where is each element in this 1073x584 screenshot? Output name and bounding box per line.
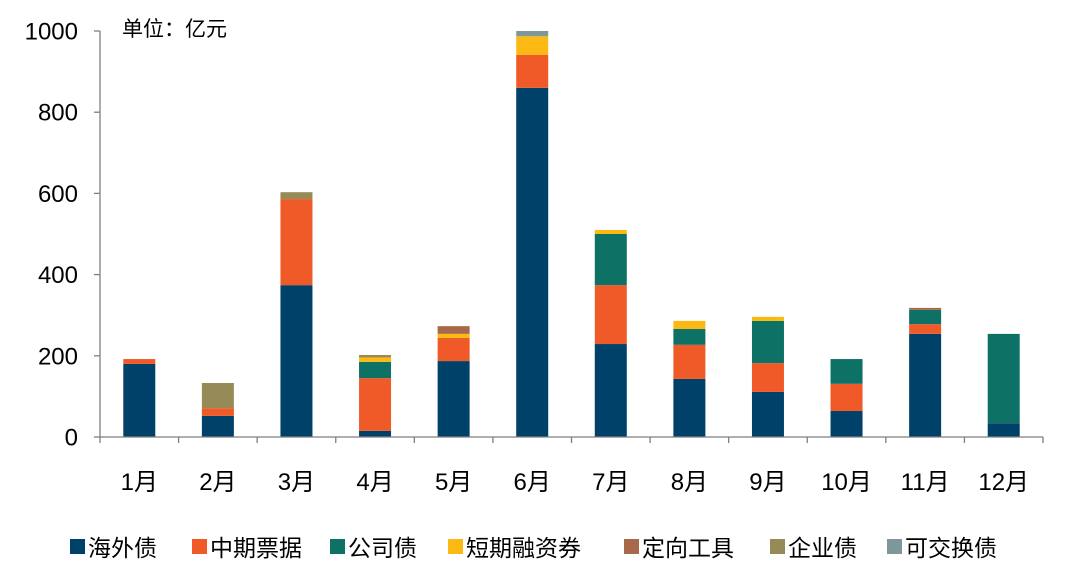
legend-label-7: 可交换债	[905, 536, 997, 562]
x-category-label: 7月	[592, 469, 629, 496]
bar-segment-month-8-series-2	[673, 344, 706, 379]
bar-segment-month-10-series-2	[830, 383, 863, 412]
legend: 海外债 中期票据 公司债 短期融资券 定向工具 企业债 可交换债	[70, 536, 997, 562]
bar-segment-month-6-series-2	[516, 54, 549, 88]
bar-segment-month-8-series-4	[673, 320, 706, 329]
bar-segment-month-4-series-6	[359, 354, 392, 358]
y-tick-label: 0	[65, 425, 78, 452]
x-category-label: 8月	[671, 469, 708, 496]
bar-segment-month-11-series-1	[909, 333, 942, 437]
x-axis-ticks: 1月 2月 3月 4月 5月 6月 7月 8月 9月 10月 11月 12月	[99, 437, 1044, 496]
legend-swatch-6	[770, 539, 785, 554]
bar-segment-month-12-series-3	[987, 333, 1020, 424]
bar-segment-month-4-series-1	[359, 430, 392, 437]
x-category-label: 5月	[435, 469, 472, 496]
y-tick-label: 1000	[25, 19, 78, 46]
y-tick-label: 600	[38, 181, 78, 208]
bar-segment-month-5-series-5	[437, 326, 470, 334]
bar-segment-month-3-series-2	[280, 199, 313, 286]
x-category-label: 12月	[978, 469, 1029, 496]
y-axis-ticks: 0 200 400 600 800 1000	[25, 19, 100, 452]
bar-segment-month-11-series-2	[909, 324, 942, 334]
bar-segment-month-9-series-3	[751, 320, 784, 364]
legend-swatch-4	[448, 539, 463, 554]
bar-segment-month-3-series-6	[280, 192, 313, 200]
bar-segment-month-5-series-2	[437, 337, 470, 362]
bar-segment-month-2-series-1	[201, 415, 234, 437]
x-category-label: 4月	[356, 469, 393, 496]
bar-segment-month-10-series-3	[830, 359, 863, 384]
bar-segment-month-1-series-1	[123, 363, 156, 437]
bar-segment-month-6-series-1	[516, 87, 549, 437]
y-tick-label: 800	[38, 100, 78, 127]
bar-segment-month-9-series-1	[751, 391, 784, 437]
bar-segment-month-7-series-4	[594, 229, 627, 234]
bar-segment-month-6-series-4	[516, 36, 549, 55]
unit-annotation: 单位：亿元	[122, 17, 227, 41]
legend-swatch-5	[624, 539, 639, 554]
bar-segment-month-5-series-1	[437, 361, 470, 437]
bar-segment-month-5-series-4	[437, 333, 470, 338]
x-category-label: 9月	[749, 469, 786, 496]
legend-swatch-2	[192, 539, 207, 554]
y-tick-label: 400	[38, 262, 78, 289]
legend-label-1: 海外债	[88, 536, 157, 562]
bar-segment-month-9-series-4	[751, 316, 784, 321]
legend-label-3: 公司债	[348, 536, 417, 562]
axes-group	[99, 31, 1043, 438]
bar-segment-month-9-series-2	[751, 363, 784, 392]
bar-segment-month-2-series-6	[201, 383, 234, 409]
legend-label-5: 定向工具	[642, 536, 734, 562]
legend-label-6: 企业债	[788, 536, 857, 562]
bar-segment-month-4-series-2	[359, 378, 392, 431]
bar-segment-month-4-series-3	[359, 361, 392, 379]
legend-swatch-1	[70, 539, 85, 554]
x-category-label: 6月	[514, 469, 551, 496]
bar-segment-month-10-series-1	[830, 411, 863, 437]
bar-segment-month-3-series-1	[280, 285, 313, 437]
bar-segment-month-8-series-3	[673, 329, 706, 345]
bar-segment-month-7-series-2	[594, 285, 627, 345]
x-category-label: 11月	[901, 469, 950, 496]
x-category-label: 3月	[278, 469, 315, 496]
bars-group	[123, 31, 1020, 437]
bar-segment-month-8-series-1	[673, 378, 706, 437]
legend-label-4: 短期融资券	[466, 536, 581, 562]
bar-segment-month-6-series-7	[516, 31, 549, 37]
bar-segment-month-7-series-3	[594, 234, 627, 286]
legend-label-2: 中期票据	[210, 536, 302, 562]
bar-segment-month-11-series-5	[909, 307, 942, 310]
x-category-label: 2月	[199, 469, 236, 496]
bar-segment-month-1-series-2	[123, 359, 156, 364]
y-tick-label: 200	[38, 343, 78, 370]
bar-segment-month-4-series-4	[359, 357, 392, 362]
legend-swatch-3	[330, 539, 345, 554]
bar-segment-month-2-series-2	[201, 408, 234, 416]
x-category-label: 1月	[121, 469, 158, 496]
x-category-label: 10月	[821, 469, 872, 496]
bar-segment-month-7-series-1	[594, 344, 627, 437]
legend-swatch-7	[887, 539, 902, 554]
bar-segment-month-12-series-1	[987, 423, 1020, 437]
bar-segment-month-11-series-3	[909, 309, 942, 325]
